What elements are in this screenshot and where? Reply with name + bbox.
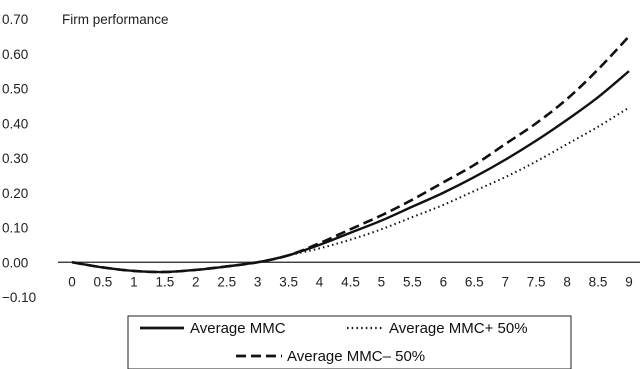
y-tick-label: 0.20: [2, 186, 28, 201]
y-tick-label: 0.60: [2, 47, 28, 62]
series-line-dashed: [71, 35, 630, 274]
x-tick-label: 6.5: [465, 274, 484, 289]
y-tick-label: 0.10: [2, 221, 28, 236]
x-tick-label: 4.5: [341, 274, 360, 289]
x-axis-tick-labels: 0 0.5 1 1.5 2 2.5 3 3.5 4 4.5 5 5.5 6 6.5 7 7.5 8 8.5 9: [68, 274, 633, 289]
x-tick-label: 2: [192, 274, 200, 289]
x-tick-label: 7.5: [527, 274, 546, 289]
legend-label-average-mmc: Average MMC: [190, 320, 286, 337]
y-axis-tick-labels: 0.70 0.60 0.50 0.40 0.30 0.20 0.10 0.00 −0.10: [2, 12, 36, 305]
x-tick-label: 3: [254, 274, 262, 289]
x-tick-label: 7: [501, 274, 509, 289]
x-tick-label: 3.5: [279, 274, 298, 289]
x-tick-label: 9: [625, 274, 633, 289]
y-axis-title: Firm performance: [62, 12, 169, 27]
series-line-dotted: [71, 106, 630, 274]
x-tick-label: 4: [316, 274, 324, 289]
x-tick-label: 8: [563, 274, 571, 289]
x-tick-label: 1: [130, 274, 138, 289]
x-tick-label: 5.5: [403, 274, 422, 289]
x-tick-label: 0: [68, 274, 76, 289]
legend: Average MMC Average MMC+ 50% Average MMC…: [127, 315, 572, 369]
y-tick-label: −0.10: [2, 290, 36, 305]
legend-label-average-mmc-minus-50: Average MMC– 50%: [287, 348, 425, 365]
y-tick-label: 0.50: [2, 82, 28, 97]
y-tick-label: 0.70: [2, 12, 28, 27]
y-tick-label: 0.00: [2, 255, 28, 270]
x-tick-label: 5: [378, 274, 386, 289]
y-tick-label: 0.30: [2, 151, 28, 166]
series-lines: [71, 35, 630, 274]
legend-box: [127, 315, 572, 369]
y-tick-label: 0.40: [2, 116, 28, 131]
series-line-solid: [71, 70, 630, 274]
x-tick-label: 1.5: [155, 274, 174, 289]
legend-label-average-mmc-plus-50: Average MMC+ 50%: [389, 320, 528, 337]
x-tick-label: 6: [440, 274, 448, 289]
x-tick-label: 0.5: [94, 274, 113, 289]
x-tick-label: 8.5: [589, 274, 608, 289]
x-tick-label: 2.5: [217, 274, 236, 289]
